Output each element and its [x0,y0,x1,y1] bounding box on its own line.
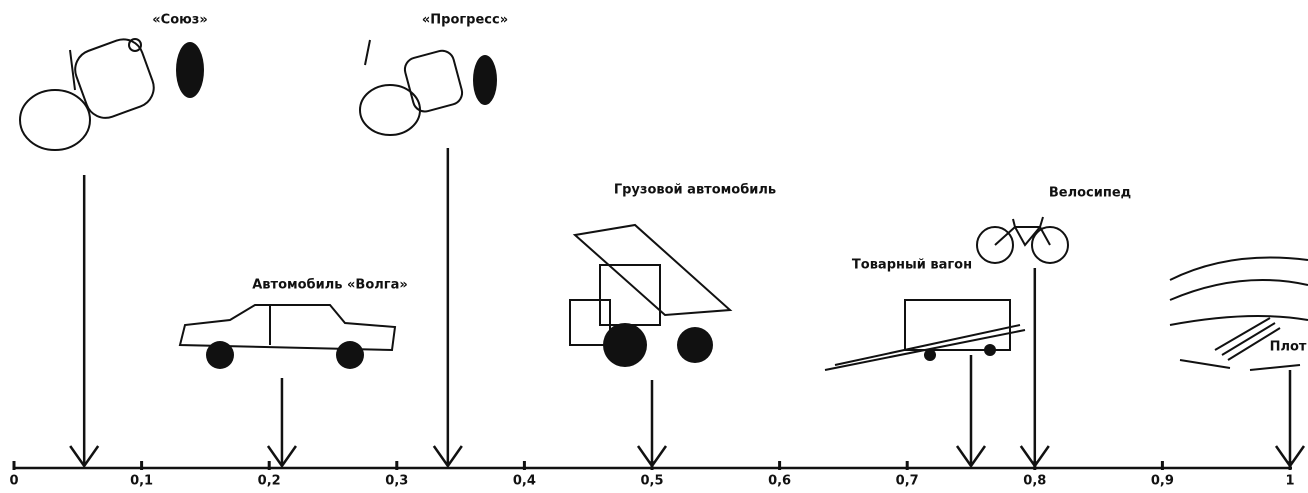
x-tick-label: 0 [9,474,18,489]
item-label: «Прогресс» [422,13,508,28]
x-tick-label: 0,5 [640,474,663,489]
arrow [1276,370,1304,466]
x-tick-label: 0,4 [513,474,536,489]
x-tick-label: 0,7 [896,474,919,489]
x-tick-label: 0,2 [258,474,281,489]
x-tick-label: 0,3 [385,474,408,489]
illustrations [20,34,1308,370]
arrow [434,148,462,466]
arrow-shape [434,148,462,466]
arrow [70,175,98,466]
arrow-shape [638,380,666,466]
item-label: «Союз» [152,13,207,28]
item-label: Товарный вагон [852,258,972,273]
item-label: Велосипед [1049,186,1131,201]
item-label: Автомобиль «Волга» [252,278,408,293]
arrow [1021,268,1049,466]
chart: 0 0,1 0,2 0,3 0,4 0,5 0,6 0,7 0,8 0,9 1 «Союз» Автом… [0,0,1308,493]
x-tick-label: 0,1 [130,474,153,489]
x-tick-label: 0,6 [768,474,791,489]
item-label: Плот [1270,340,1307,355]
arrow [638,380,666,466]
x-tick-label: 0,8 [1023,474,1046,489]
arrow-shape [70,175,98,466]
arrow-shape [1021,268,1049,466]
x-tick-label: 0,9 [1151,474,1174,489]
arrow-shape [1276,370,1304,466]
item-label: Грузовой автомобиль [614,183,776,198]
arrow-shape [957,355,985,466]
arrow [268,378,296,466]
arrow-shape [268,378,296,466]
arrow [957,355,985,466]
x-tick-label: 1 [1285,474,1294,489]
